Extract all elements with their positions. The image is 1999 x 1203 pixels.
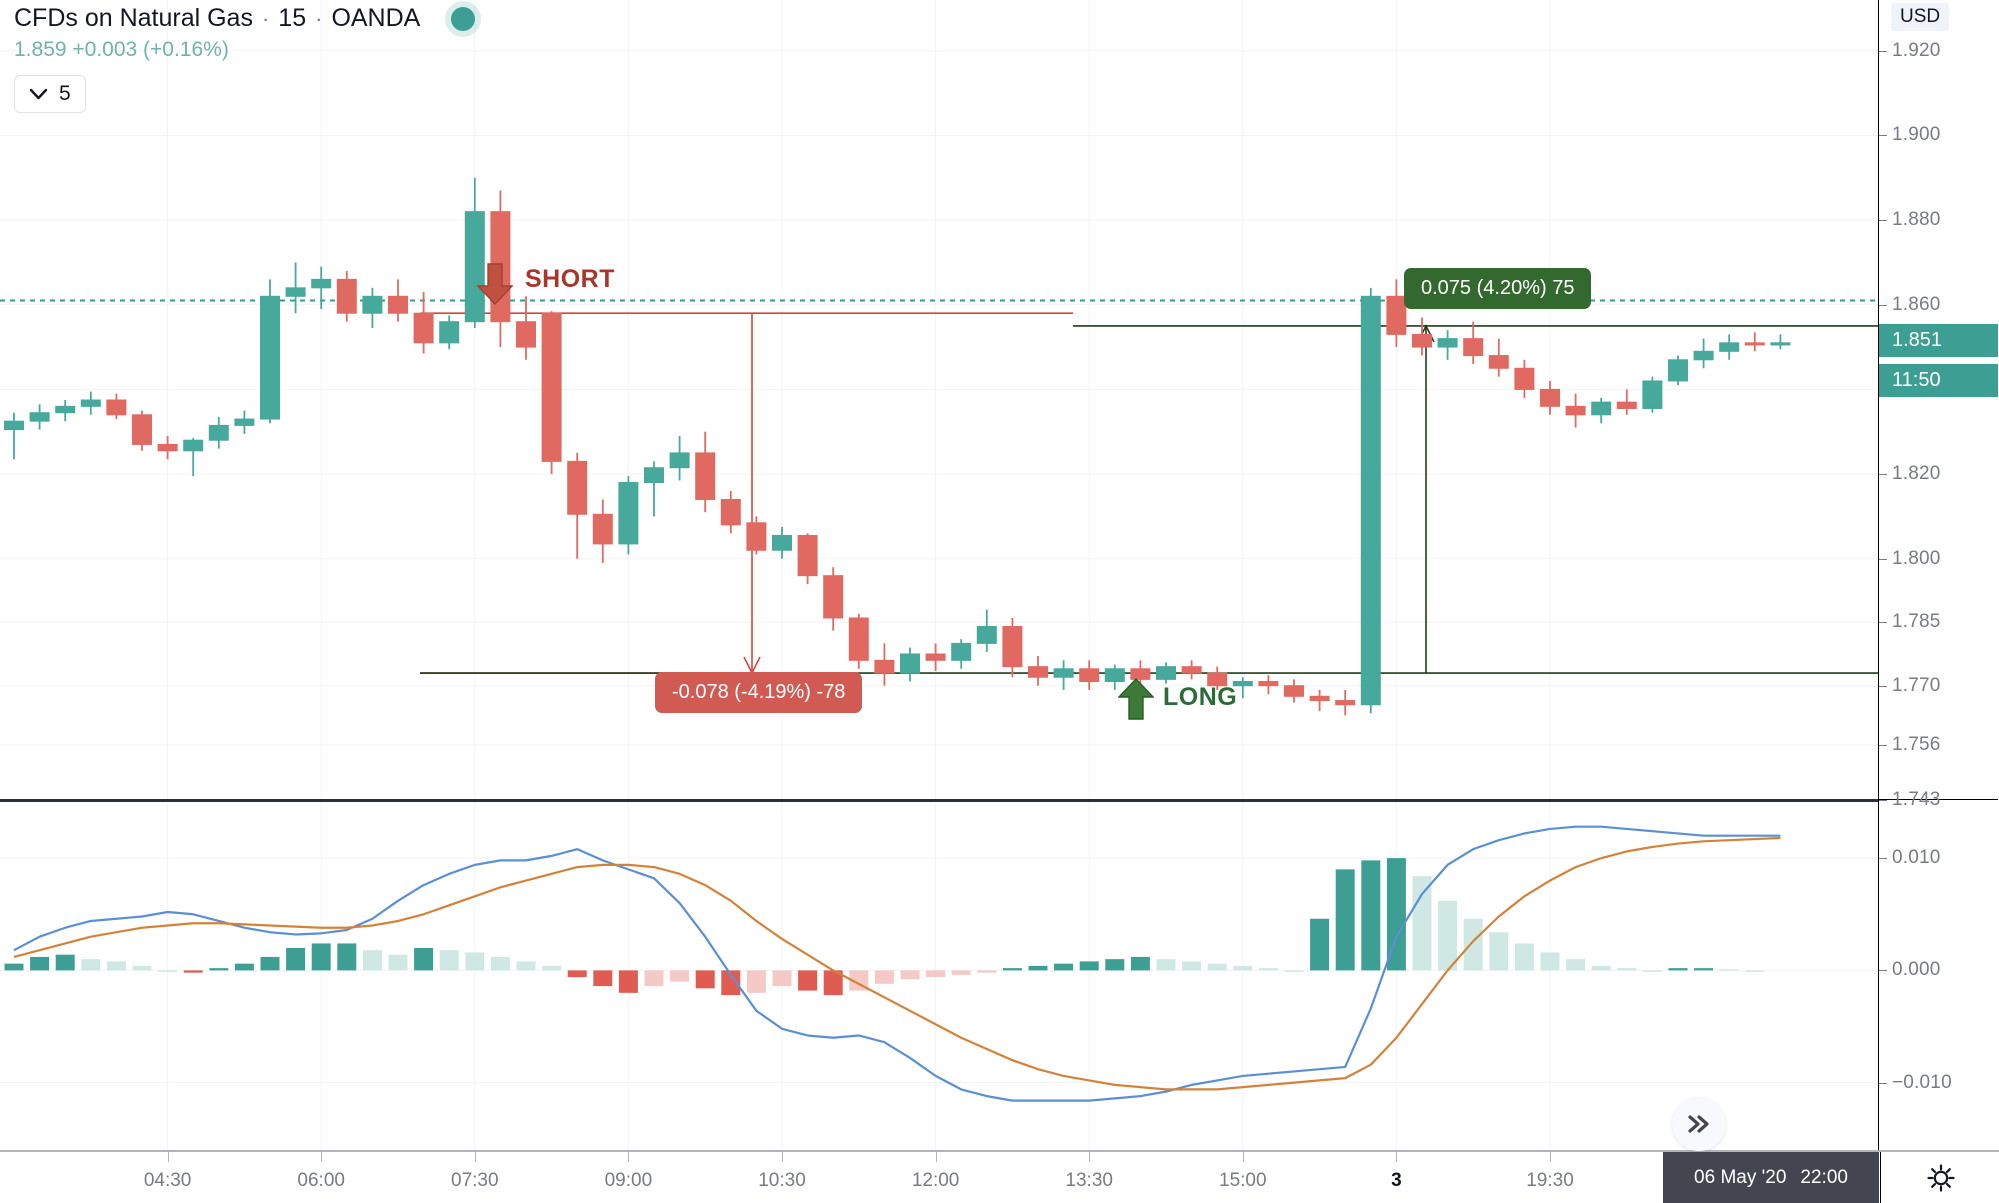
time-tick-label: 3 <box>1391 1170 1402 1191</box>
time-tick-label: 12:00 <box>911 1170 960 1191</box>
pane-divider[interactable] <box>0 799 1999 802</box>
chevron-down-icon <box>29 88 48 99</box>
indicator-tick <box>1879 858 1887 860</box>
scroll-to-realtime-button[interactable] <box>1672 1097 1726 1151</box>
price-tick-label: 1.770 <box>1892 674 1941 696</box>
price-tick-label: 1.820 <box>1892 463 1941 485</box>
price-tick-label: 1.880 <box>1892 209 1941 231</box>
indicator-collapse-button[interactable]: 5 <box>14 75 86 113</box>
indicator-tick-label: 0.000 <box>1892 959 1941 981</box>
time-tick <box>1089 1152 1091 1162</box>
price-tick-label: 1.756 <box>1892 733 1941 755</box>
time-axis[interactable]: 04:30 06:00 07:30 09:00 10:30 12:00 13:30 15:00… <box>0 1152 1879 1203</box>
time-tick <box>935 1152 937 1162</box>
time-tick <box>782 1152 783 1162</box>
price-tick-label: 1.785 <box>1892 611 1941 633</box>
candlestick-canvas[interactable] <box>0 0 1879 801</box>
price-tick-label: 1.900 <box>1892 124 1941 146</box>
indicator-tick <box>1879 1082 1887 1084</box>
chart-settings-button[interactable] <box>1880 1152 1999 1203</box>
time-tick-label: 07:30 <box>451 1170 499 1191</box>
price-tick <box>1879 558 1887 560</box>
time-tick <box>167 1152 169 1162</box>
macd-indicator-pane[interactable] <box>0 802 1879 1150</box>
legend-separator-1: · <box>261 5 270 31</box>
time-tick <box>628 1152 630 1162</box>
price-tick-label: 1.743 <box>1892 789 1941 810</box>
price-tick <box>1879 622 1887 624</box>
indicator-count: 5 <box>59 82 71 105</box>
symbol-line[interactable]: CFDs on Natural Gas · 15 · OANDA <box>14 4 476 33</box>
currency-badge[interactable]: USD <box>1891 3 1950 31</box>
crosshair-date: 06 May '20 <box>1694 1166 1787 1188</box>
macd-canvas <box>0 802 1879 1150</box>
time-tick-label: 19:30 <box>1526 1170 1574 1191</box>
gear-icon <box>1926 1163 1955 1192</box>
symbol-name[interactable]: CFDs on Natural Gas <box>14 4 253 32</box>
time-tick <box>1396 1152 1398 1162</box>
time-tick <box>1242 1152 1244 1162</box>
time-tick <box>321 1152 323 1162</box>
interval-label[interactable]: 15 <box>278 4 307 32</box>
crosshair-time-badge: 06 May '20 22:00 <box>1663 1152 1879 1203</box>
indicator-tick <box>1879 970 1887 972</box>
price-tick <box>1879 744 1887 746</box>
exchange-label[interactable]: OANDA <box>331 4 421 32</box>
price-tick <box>1879 800 1887 801</box>
market-open-dot-icon[interactable] <box>451 6 476 31</box>
crosshair-time: 22:00 <box>1800 1166 1848 1188</box>
time-tick <box>474 1152 476 1162</box>
chart-legend: CFDs on Natural Gas · 15 · OANDA 1.859 +… <box>14 4 476 113</box>
price-tick <box>1879 685 1887 687</box>
price-tick-label: 1.920 <box>1892 39 1941 61</box>
current-time-tag[interactable]: 11:50 <box>1879 361 1998 397</box>
quote-line: 1.859 +0.003 (+0.16%) <box>14 38 229 61</box>
time-tick-label: 06:00 <box>297 1170 345 1191</box>
price-tick <box>1879 50 1887 52</box>
price-tick <box>1879 474 1887 476</box>
legend-separator-2: · <box>315 5 323 31</box>
axis-pane-divider <box>1879 799 1998 800</box>
indicator-tick-label: −0.010 <box>1892 1071 1952 1093</box>
price-axis[interactable]: USD 1.9201.9001.8801.8601.8401.8201.8001… <box>1878 0 1999 1150</box>
price-tick <box>1879 304 1887 306</box>
price-chart-pane[interactable] <box>0 0 1879 801</box>
time-tick-label: 04:30 <box>143 1170 192 1191</box>
time-axis-divider <box>0 1150 1999 1152</box>
current-price-tag[interactable]: 1.851 <box>1879 323 1998 357</box>
price-tick-label: 1.800 <box>1892 547 1941 569</box>
price-tick <box>1879 135 1887 137</box>
time-tick-label: 15:00 <box>1219 1170 1267 1191</box>
time-tick-label: 09:00 <box>604 1170 653 1191</box>
indicator-tick-label: 0.010 <box>1892 847 1941 869</box>
price-tick-label: 1.860 <box>1892 293 1941 315</box>
time-tick-label: 10:30 <box>758 1170 806 1191</box>
double-chevron-right-icon <box>1688 1115 1709 1133</box>
time-tick <box>1550 1152 1551 1162</box>
price-tick <box>1879 220 1887 222</box>
time-tick-label: 13:30 <box>1065 1170 1113 1191</box>
